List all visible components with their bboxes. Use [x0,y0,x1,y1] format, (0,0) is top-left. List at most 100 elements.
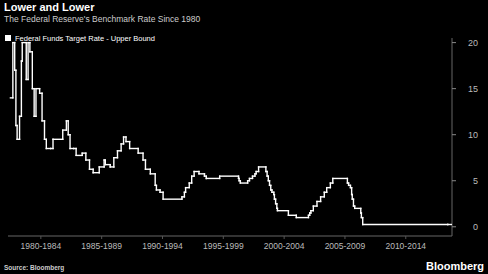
step-riser [69,135,70,149]
step-riser [309,213,310,215]
x-tick [162,236,163,239]
step-riser [362,218,363,225]
x-tick-label: 2010-2014 [385,241,426,251]
x-tick-label: 1995-1999 [203,241,244,251]
step-riser [14,43,15,71]
step-riser [46,139,47,148]
step-riser [12,43,13,98]
rate-step [199,173,204,174]
step-riser [16,125,17,139]
step-riser [85,153,86,160]
rate-step [53,139,63,140]
rate-step [259,166,266,167]
step-riser [33,89,34,117]
x-tick-label: 1990-1994 [142,241,183,251]
y-tick [452,180,456,181]
step-riser [26,43,27,80]
step-riser [103,160,104,167]
step-riser [154,174,155,186]
rate-step [288,215,296,216]
x-tick [284,236,285,239]
step-riser [89,160,90,169]
rate-step [145,169,150,170]
y-tick-label: 5 [473,176,478,186]
step-riser [268,176,269,181]
step-riser [113,158,114,167]
step-riser [269,181,270,186]
step-riser [44,121,45,139]
subtitle: The Federal Reserve's Benchmark Rate Sin… [4,14,201,24]
brand: Bloomberg [426,260,484,272]
y-tick [452,88,456,89]
step-riser [274,195,275,200]
step-riser [361,213,362,218]
x-tick [223,236,224,239]
rate-step [163,198,182,199]
step-riser [351,188,352,195]
x-tick [101,236,102,239]
step-riser [266,172,267,177]
step-riser [120,144,121,151]
step-riser [66,121,67,130]
chart: Lower and LowerThe Federal Reserve's Ben… [0,0,488,274]
rate-step [240,182,247,183]
step-riser [68,121,69,135]
rate-step [150,173,155,174]
rate-step [99,166,104,167]
step-riser [184,192,185,197]
step-riser [19,116,20,139]
y-tick [452,42,456,43]
rate-step [206,178,219,179]
step-riser [75,149,76,156]
y-tick-label: 20 [468,38,478,48]
x-tick-label: 2005-2009 [325,241,366,251]
source: Source: Bloomberg [4,264,64,272]
rate-step [277,210,288,211]
rate-step [448,224,452,225]
step-riser [352,195,353,200]
step-riser [265,167,266,172]
rate-step [363,224,448,225]
legend-label: Federal Funds Target Rate - Upper Bound [15,34,155,43]
rate-step [130,148,139,149]
step-riser [32,52,33,89]
legend-swatch [5,35,11,41]
x-tick [344,236,345,239]
step-riser [62,130,63,139]
step-riser [145,160,146,169]
x-tick-label: 1985-1989 [81,241,122,251]
step-riser [52,139,53,148]
step-riser [347,178,348,183]
title: Lower and Lower [4,1,95,13]
y-tick-label: 15 [468,84,478,94]
step-riser [41,93,42,121]
step-riser [15,70,16,125]
step-riser [123,137,124,144]
step-riser [275,199,276,204]
step-riser [142,153,143,160]
rate-step [296,217,308,218]
step-riser [191,176,192,183]
rate-step [220,175,239,176]
plot-area [10,43,452,225]
step-riser [29,43,30,52]
step-riser [238,178,239,180]
step-riser [99,167,100,173]
x-tick-label: 2000-2004 [264,241,305,251]
step-riser [254,174,255,176]
y-tick-label: 10 [468,130,478,140]
y-tick [452,134,456,135]
rate-step [333,178,348,179]
step-riser [129,142,130,149]
step-riser [21,61,22,116]
step-riser [353,199,354,206]
step-riser [27,43,28,80]
rate-step [93,172,99,173]
x-tick-label: 1980-1984 [21,241,62,251]
step-riser [350,185,351,187]
x-tick [40,236,41,239]
rate-step [76,155,82,156]
step-riser [270,185,271,190]
step-riser [35,89,36,117]
rate-step [105,164,110,165]
